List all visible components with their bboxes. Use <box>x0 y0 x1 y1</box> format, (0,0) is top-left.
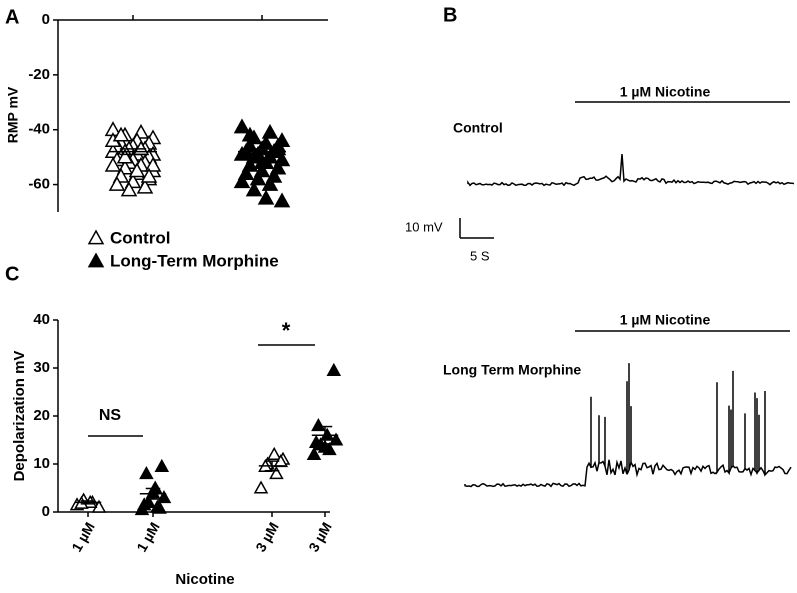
data-point <box>311 418 326 432</box>
y-axis-label: RMP mV <box>5 86 21 143</box>
data-point <box>261 176 279 191</box>
panel-label: B <box>443 4 457 26</box>
y-tick-label: 10 <box>33 455 50 472</box>
data-point <box>108 176 126 191</box>
data-point <box>306 446 322 460</box>
data-point <box>152 500 167 514</box>
data-point <box>156 490 172 504</box>
data-point <box>261 123 279 139</box>
legend-label: Control <box>110 228 170 247</box>
stimulus-label: 1 µM Nicotine <box>620 312 711 328</box>
x-axis-label: Nicotine <box>175 571 234 588</box>
data-point <box>273 192 291 208</box>
y-tick-label: 0 <box>42 503 50 520</box>
data-point <box>144 156 162 172</box>
y-tick-label: 20 <box>33 407 50 424</box>
data-point <box>120 181 138 197</box>
data-point <box>154 458 170 472</box>
trace <box>467 153 795 187</box>
data-point <box>245 181 263 197</box>
data-point <box>233 118 251 134</box>
trace-label: Long Term Morphine <box>443 362 581 378</box>
data-point <box>249 170 267 186</box>
y-tick-label: 40 <box>33 311 50 328</box>
data-point <box>257 189 275 205</box>
data-point <box>136 497 152 511</box>
y-tick-label: 30 <box>33 359 50 376</box>
x-tick-label: 1 µM <box>68 519 98 554</box>
legend-label: Long-Term Morphine <box>110 251 279 270</box>
scale-label: 5 S <box>470 248 490 263</box>
annotation: NS <box>99 407 122 424</box>
x-tick-label: 1 µM <box>133 519 163 554</box>
data-point <box>266 446 282 460</box>
annotation: * <box>282 318 291 343</box>
y-axis-label: Depolarization mV <box>11 351 28 482</box>
x-tick-label: 3 µM <box>252 519 282 554</box>
y-tick-label: 0 <box>42 11 50 28</box>
data-point <box>140 167 158 183</box>
stimulus-label: 1 µM Nicotine <box>620 84 711 100</box>
trace-label: Control <box>453 120 503 136</box>
data-point <box>112 126 130 142</box>
legend-marker <box>87 229 105 245</box>
legend-marker <box>87 252 105 268</box>
trace <box>464 363 792 488</box>
data-point <box>104 156 122 172</box>
y-tick-label: -20 <box>28 66 50 83</box>
data-point <box>233 173 251 189</box>
data-point <box>136 178 154 194</box>
data-point <box>326 362 342 376</box>
data-point <box>233 145 251 161</box>
data-point <box>253 480 269 494</box>
panel-label: A <box>5 6 19 28</box>
panel-label: C <box>5 263 19 285</box>
data-point <box>241 126 259 142</box>
scale-label: 10 mV <box>405 219 443 234</box>
data-point <box>269 466 284 480</box>
x-tick-label: 3 µM <box>305 519 335 554</box>
data-point <box>139 466 154 480</box>
data-point <box>116 148 134 164</box>
data-point <box>128 162 146 178</box>
y-tick-label: -40 <box>28 121 50 138</box>
y-tick-label: -60 <box>28 176 50 193</box>
data-point <box>253 154 271 169</box>
